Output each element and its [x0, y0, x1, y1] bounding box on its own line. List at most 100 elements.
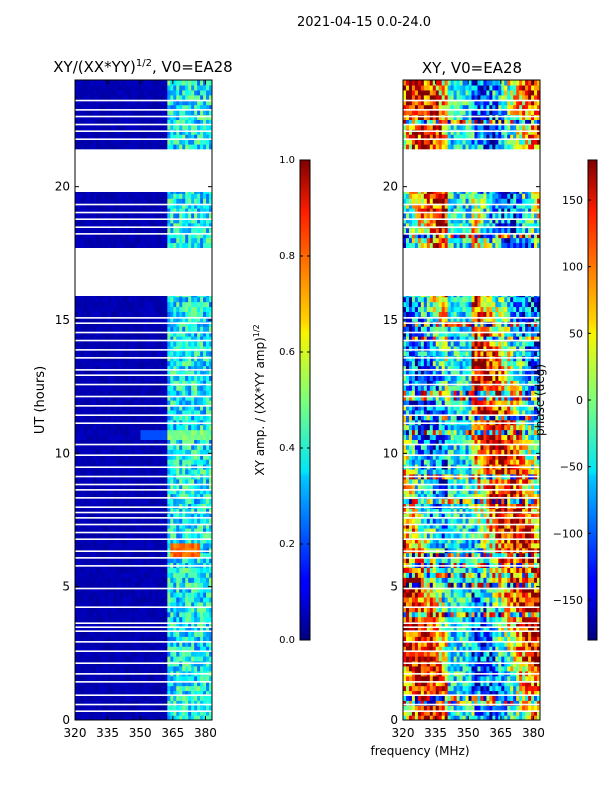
amplitude-heatmap-cell [113, 508, 118, 514]
amplitude-heatmap-cell [188, 439, 192, 445]
amplitude-heatmap-cell [173, 557, 177, 564]
amplitude-heatmap-cell [140, 208, 145, 214]
amplitude-heatmap-cell [206, 601, 210, 608]
amplitude-heatmap-cell [191, 498, 195, 504]
amplitude-heatmap-cell [173, 656, 177, 662]
amplitude-heatmap-cell [206, 395, 210, 401]
amplitude-heatmap-cell [167, 641, 171, 647]
amplitude-heatmap-cell [146, 483, 151, 490]
amplitude-heatmap-cell [131, 424, 136, 431]
amplitude-heatmap-cell [209, 203, 212, 209]
amplitude-heatmap-cell [77, 528, 82, 534]
amplitude-heatmap-cell [167, 710, 171, 716]
amplitude-heatmap-cell [101, 552, 106, 559]
amplitude-heatmap-cell [104, 306, 109, 312]
amplitude-heatmap-cell [155, 340, 159, 347]
amplitude-heatmap-cell [134, 675, 139, 682]
amplitude-heatmap-cell [158, 331, 162, 337]
amplitude-heatmap-cell [209, 331, 212, 337]
amplitude-heatmap-cell [173, 631, 177, 637]
amplitude-heatmap-cell [116, 232, 121, 239]
amplitude-heatmap-cell [152, 488, 157, 495]
amplitude-heatmap-cell [101, 710, 106, 716]
amplitude-heatmap-cell [83, 409, 88, 416]
amplitude-heatmap-cell [86, 513, 91, 519]
amplitude-heatmap-cell [113, 557, 118, 564]
amplitude-heatmap-cell [83, 424, 88, 431]
amplitude-heatmap-cell [92, 695, 97, 701]
amplitude-heatmap-cell [200, 468, 204, 475]
amplitude-heatmap-cell [176, 675, 180, 682]
amplitude-heatmap-cell [83, 203, 88, 209]
amplitude-heatmap-cell [101, 370, 106, 376]
amplitude-heatmap-cell [155, 198, 159, 204]
amplitude-heatmap-cell [77, 350, 82, 357]
amplitude-heatmap-cell [206, 212, 210, 219]
amplitude-heatmap-cell [116, 641, 121, 647]
amplitude-heatmap-cell [200, 434, 204, 440]
amplitude-heatmap-cell [143, 537, 148, 544]
amplitude-heatmap-cell [191, 375, 195, 381]
amplitude-heatmap-cell [206, 232, 210, 239]
amplitude-heatmap-cell [209, 340, 212, 347]
amplitude-heatmap-cell [80, 306, 85, 312]
amplitude-heatmap-cell [107, 488, 112, 495]
amplitude-heatmap-cell [140, 616, 145, 623]
amplitude-heatmap-cell [149, 582, 154, 588]
amplitude-heatmap-cell [131, 429, 136, 436]
amplitude-heatmap-cell [119, 217, 124, 224]
amplitude-heatmap-cell [75, 695, 79, 701]
amplitude-heatmap-cell [116, 582, 121, 588]
amplitude-heatmap-cell [140, 587, 145, 593]
amplitude-heatmap-cell [182, 365, 186, 372]
amplitude-heatmap-cell [194, 582, 198, 588]
amplitude-heatmap-cell [98, 331, 103, 337]
amplitude-heatmap-cell [155, 424, 159, 431]
amplitude-heatmap-cell [110, 537, 115, 544]
amplitude-heatmap-cell [206, 488, 210, 495]
amplitude-heatmap-cell [170, 596, 174, 603]
amplitude-heatmap-cell [203, 626, 207, 632]
amplitude-heatmap-cell [125, 316, 130, 322]
amplitude-heatmap-cell [197, 390, 201, 396]
amplitude-heatmap-cell [146, 232, 151, 239]
amplitude-heatmap-cell [197, 316, 201, 322]
amplitude-heatmap-cell [104, 468, 109, 475]
amplitude-heatmap-cell [152, 690, 157, 696]
amplitude-heatmap-cell [143, 326, 148, 332]
amplitude-heatmap-cell [128, 227, 133, 234]
amplitude-heatmap-cell [77, 626, 82, 632]
amplitude-heatmap-cell [116, 203, 121, 209]
amplitude-heatmap-cell [92, 498, 97, 504]
amplitude-heatmap-cell [131, 592, 136, 598]
amplitude-heatmap-cell [134, 582, 139, 588]
amplitude-heatmap-cell [134, 557, 139, 564]
amplitude-heatmap-cell [131, 695, 136, 701]
amplitude-heatmap-cell [107, 518, 112, 524]
amplitude-heatmap-cell [179, 306, 183, 312]
amplitude-heatmap-cell [152, 557, 157, 564]
amplitude-heatmap-cell [176, 552, 180, 559]
amplitude-heatmap-cell [200, 311, 204, 317]
amplitude-heatmap-cell [98, 483, 103, 490]
amplitude-heatmap-cell [161, 715, 165, 720]
amplitude-heatmap-cell [122, 646, 127, 652]
amplitude-heatmap-cell [101, 227, 106, 234]
amplitude-heatmap-cell [188, 350, 192, 357]
amplitude-heatmap-cell [158, 705, 162, 711]
amplitude-heatmap-cell [125, 582, 130, 588]
amplitude-heatmap-cell [191, 296, 195, 303]
amplitude-heatmap-cell [179, 592, 183, 598]
amplitude-heatmap-cell [134, 646, 139, 652]
amplitude-heatmap-cell [83, 296, 88, 303]
amplitude-heatmap-cell [197, 498, 201, 504]
amplitude-heatmap-cell [161, 518, 165, 524]
amplitude-heatmap-cell [101, 498, 106, 504]
amplitude-heatmap-cell [161, 567, 165, 573]
amplitude-heatmap-cell [197, 311, 201, 317]
amplitude-heatmap-cell [155, 360, 159, 367]
amplitude-heatmap-cell [119, 429, 124, 436]
amplitude-heatmap-cell [209, 621, 212, 628]
amplitude-heatmap-cell [137, 700, 142, 706]
amplitude-heatmap-cell [80, 336, 85, 342]
